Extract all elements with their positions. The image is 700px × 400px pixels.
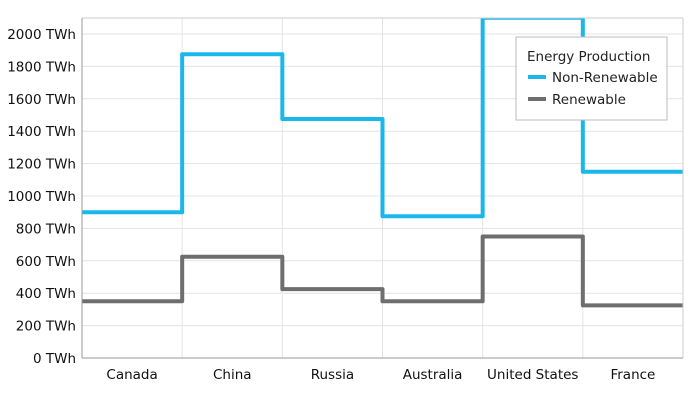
y-tick-label: 1200 TWh [7,157,76,173]
y-tick-label: 0 TWh [33,351,76,367]
y-tick-label: 1800 TWh [7,59,76,75]
axis-layer: 0 TWh 200 TWh 400 TWh 600 TWh 800 TWh 1000 TW… [7,17,684,383]
y-tick-label: 2000 TWh [7,27,76,43]
y-tick-label: 600 TWh [16,254,76,270]
y-tick-label: 1400 TWh [7,124,76,140]
y-tick-label: 200 TWh [16,319,76,335]
legend-title: Energy Production [527,49,650,65]
x-tick-label: Canada [106,367,157,383]
legend-label: Renewable [552,92,626,108]
y-tick-label: 1600 TWh [7,92,76,108]
x-tick-label: China [213,367,252,383]
series-line-renewable [82,234,683,308]
x-tick-label: Russia [311,367,354,383]
legend-items: Non-Renewable Renewable [528,70,658,108]
y-tick-label: 400 TWh [16,286,76,302]
y-tick-label: 800 TWh [16,221,76,237]
x-tick-label: United States [487,367,578,383]
legend: Energy Production Non-Renewable Renewable [515,36,668,121]
y-tick-label: 1000 TWh [7,189,76,205]
x-tick-label: Australia [403,367,463,383]
x-tick-label: France [610,367,655,383]
legend-label: Non-Renewable [552,70,658,86]
